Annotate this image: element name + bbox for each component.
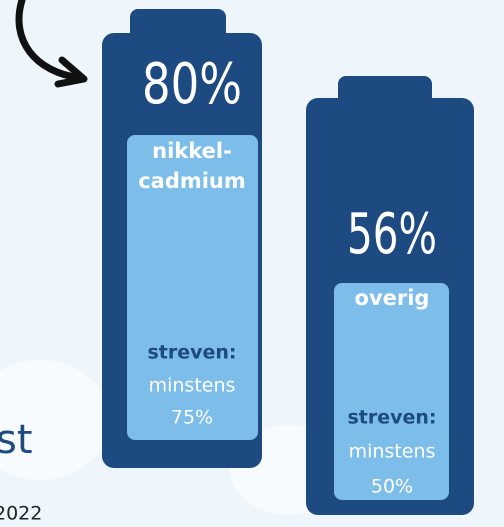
target-title: streven: — [347, 407, 436, 429]
target-text: minstens — [349, 441, 436, 463]
target-text: minstens — [149, 375, 236, 397]
heading-fragment: st — [0, 417, 33, 463]
label: overig — [355, 286, 430, 310]
battery-fill — [127, 135, 258, 440]
target-value: 75% — [171, 407, 213, 429]
target-title: streven: — [147, 342, 236, 364]
percent: 56% — [347, 202, 437, 267]
arrow — [15, 0, 84, 82]
battery: 80% nikkel- cadmium streven: minstens 75… — [102, 9, 262, 468]
background-blob — [0, 360, 110, 480]
arrowhead — [54, 56, 88, 88]
battery: 56% overig streven: minstens 50% — [306, 76, 474, 515]
year-fragment: 2022 — [0, 503, 42, 525]
battery-fill — [334, 283, 449, 500]
target-value: 50% — [371, 476, 413, 498]
label: cadmium — [138, 169, 246, 193]
percent: 80% — [142, 52, 242, 117]
label: nikkel- — [152, 139, 232, 163]
